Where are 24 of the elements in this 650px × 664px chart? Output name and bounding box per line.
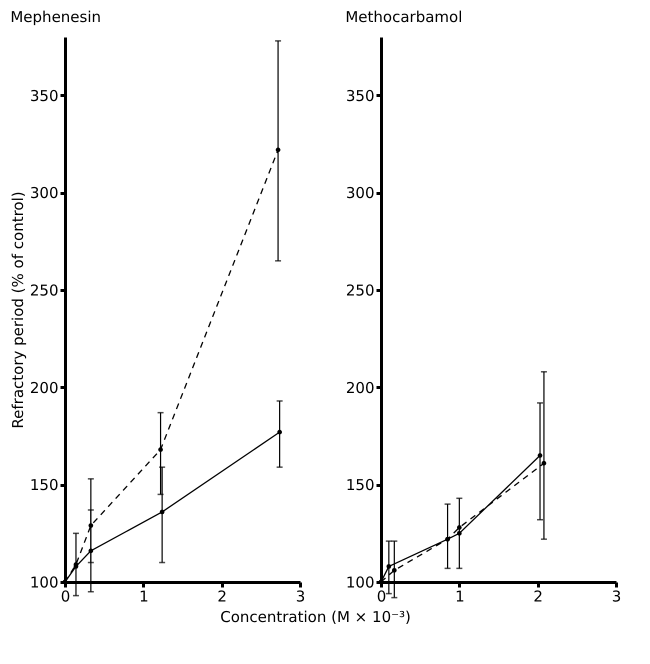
- y-tick-label: 150: [30, 476, 58, 494]
- y-tick-label: 300: [30, 184, 58, 202]
- y-tick-label: 300: [346, 184, 374, 202]
- y-tick-label: 350: [346, 86, 374, 105]
- x-tick-label: 3: [612, 588, 622, 606]
- y-tick-label: 100: [346, 574, 374, 592]
- y-tick-label: 250: [346, 282, 374, 300]
- chart-title: Methocarbamol: [345, 8, 462, 26]
- y-tick-label: 150: [346, 476, 374, 494]
- chart-title: Mephenesin: [10, 8, 102, 26]
- y-tick-label: 200: [30, 378, 58, 397]
- x-tick-label: 1: [139, 588, 149, 606]
- x-tick-label: 2: [217, 588, 227, 606]
- x-tick-label: 3: [296, 588, 306, 606]
- y-tick-label: 350: [30, 86, 58, 105]
- y-tick-label: 100: [30, 574, 58, 592]
- x-axis-title: Concentration (M × 10⁻³): [220, 608, 411, 626]
- y-axis-title: Refractory period (% of control): [8, 191, 27, 429]
- x-tick-label: 1: [455, 588, 465, 606]
- x-tick-label: 2: [533, 588, 543, 606]
- y-tick-label: 250: [30, 282, 58, 300]
- y-tick-label: 200: [346, 378, 374, 397]
- x-tick-label: 0: [376, 588, 386, 606]
- x-tick-label: 0: [60, 588, 70, 606]
